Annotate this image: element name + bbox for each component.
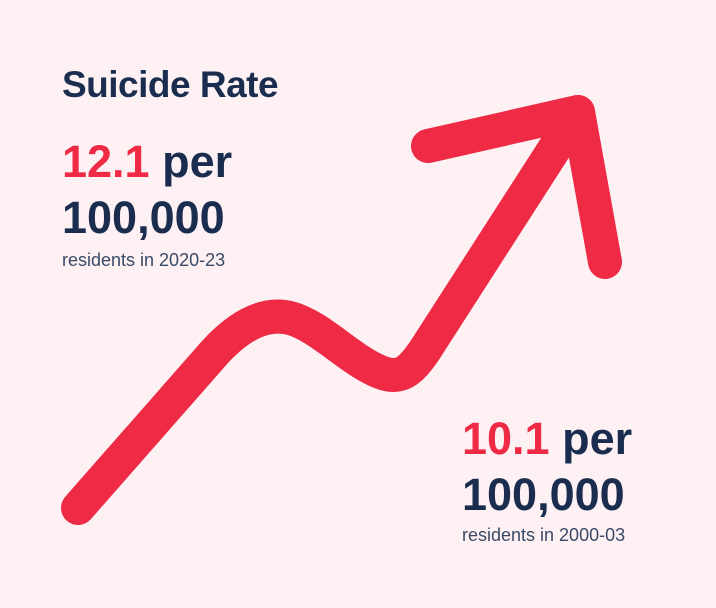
stat-value: 10.1 (462, 413, 550, 464)
stat-caption: residents in 2020-23 (62, 250, 226, 270)
stat-past: 10.1 per 100,000 residents in 2000-03 (462, 411, 632, 546)
stat-per: per (162, 136, 233, 187)
stat-value: 12.1 (62, 136, 150, 187)
stat-per: per (562, 413, 633, 464)
arrow-head (411, 95, 622, 279)
stat-current: 12.1 per 100,000 residents in 2020-23 (62, 134, 232, 271)
title: Suicide Rate (62, 64, 279, 105)
stat-base: 100,000 (62, 192, 225, 243)
arrow-shaft (61, 95, 595, 525)
stat-line: 10.1 per (462, 411, 632, 467)
stat-base: 100,000 (462, 469, 625, 520)
stat-caption: residents in 2000-03 (462, 525, 626, 545)
stat-line: 12.1 per (62, 134, 232, 190)
